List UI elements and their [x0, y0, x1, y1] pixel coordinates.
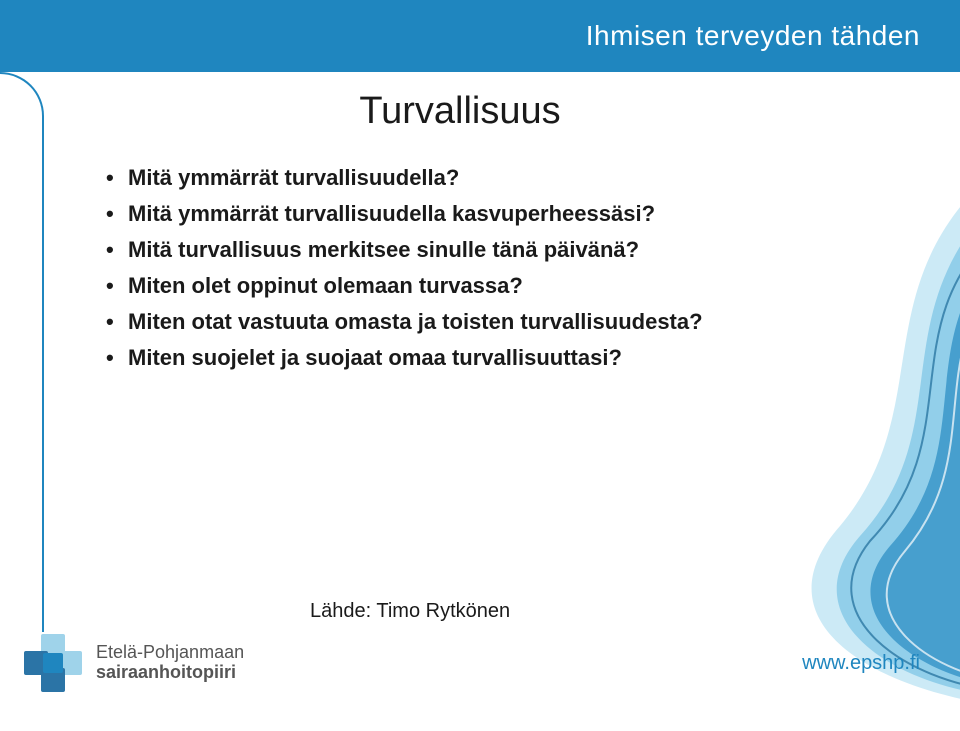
bullet-item: Mitä turvallisuus merkitsee sinulle tänä…	[100, 233, 820, 267]
site-url: www.epshp.fi	[802, 652, 920, 675]
bullet-item: Miten suojelet ja suojaat omaa turvallis…	[100, 341, 820, 375]
slide-title: Turvallisuus	[100, 90, 820, 133]
bullet-item: Miten olet oppinut olemaan turvassa?	[100, 269, 820, 303]
bullet-list: Mitä ymmärrät turvallisuudella? Mitä ymm…	[100, 161, 820, 376]
org-line2: sairaanhoitopiiri	[96, 663, 244, 683]
slide-header: Ihmisen terveyden tähden	[0, 0, 960, 72]
organization-logo: Etelä-Pohjanmaan sairaanhoitopiiri	[24, 634, 244, 692]
header-tagline: Ihmisen terveyden tähden	[586, 20, 920, 52]
logo-mark-icon	[24, 634, 82, 692]
slide-content: Turvallisuus Mitä ymmärrät turvallisuude…	[100, 90, 820, 378]
bullet-item: Miten otat vastuuta omasta ja toisten tu…	[100, 305, 820, 339]
slide-footer: Etelä-Pohjanmaan sairaanhoitopiiri www.e…	[0, 620, 960, 706]
bullet-item: Mitä ymmärrät turvallisuudella?	[100, 161, 820, 195]
bullet-item: Mitä ymmärrät turvallisuudella kasvuperh…	[100, 197, 820, 231]
left-accent-curve	[0, 72, 44, 632]
organization-name: Etelä-Pohjanmaan sairaanhoitopiiri	[96, 643, 244, 683]
org-line1: Etelä-Pohjanmaan	[96, 643, 244, 663]
